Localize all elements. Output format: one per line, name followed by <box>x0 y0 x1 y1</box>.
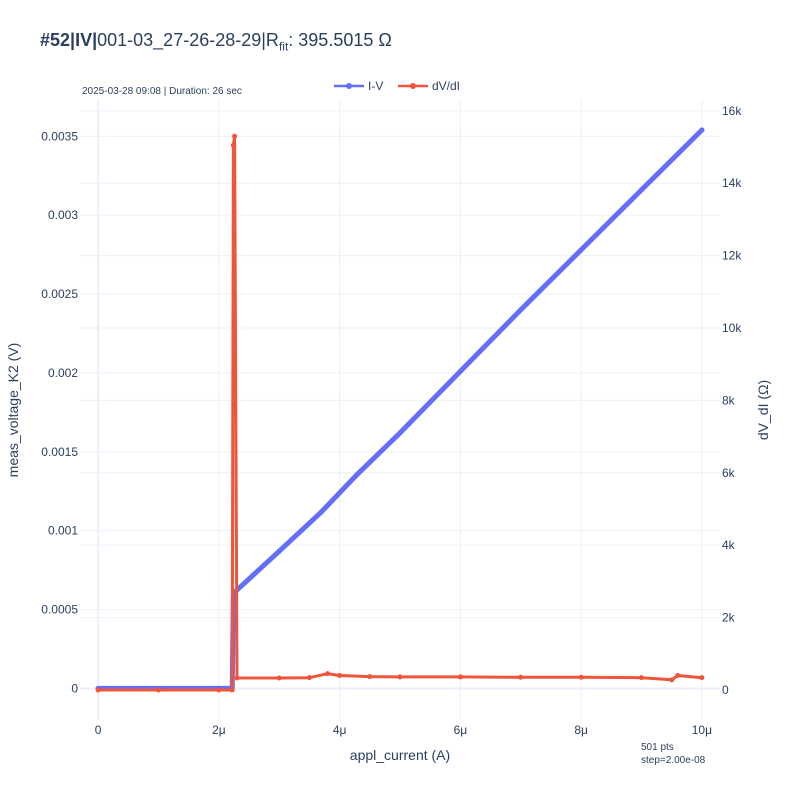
legend: I-V dV/dI <box>334 79 460 93</box>
data-point <box>699 127 704 132</box>
y-tick-label: 0 <box>71 681 78 695</box>
data-point <box>579 247 584 252</box>
y2-tick-label: 16k <box>722 104 742 118</box>
axis-ticks: 0 2μ 4μ 6μ 8μ 10μ 0 0.0005 0.001 0.0015 0.002 0.002… <box>41 104 742 737</box>
y2-tick-label: 6k <box>722 466 736 480</box>
data-point <box>307 675 312 680</box>
data-point <box>518 675 523 680</box>
data-point <box>639 675 644 680</box>
y2-tick-label: 10k <box>722 321 742 335</box>
x-tick-label: 10μ <box>692 723 712 737</box>
plot-series <box>96 127 705 692</box>
data-point <box>699 675 704 680</box>
data-point <box>337 673 342 678</box>
y-tick-label: 0.0005 <box>41 603 78 617</box>
y-tick-label: 0.003 <box>48 208 78 222</box>
data-point <box>277 549 282 554</box>
x-tick-label: 0 <box>95 723 102 737</box>
data-point <box>669 677 674 682</box>
y-tick-label: 0.0015 <box>41 445 78 459</box>
x-tick-label: 2μ <box>212 723 226 737</box>
y2-tick-label: 8k <box>722 393 736 407</box>
legend-marker-0 <box>346 83 352 89</box>
data-point <box>319 509 324 514</box>
y2-tick-label: 12k <box>722 249 742 263</box>
data-point <box>675 673 680 678</box>
data-point <box>234 676 239 681</box>
data-point <box>156 687 161 692</box>
y-tick-label: 0.001 <box>48 524 78 538</box>
data-point <box>398 430 403 435</box>
data-point <box>579 675 584 680</box>
y2-tick-label: 4k <box>722 538 736 552</box>
x-axis-title: appl_current (A) <box>350 747 450 763</box>
y-tick-label: 0.002 <box>48 366 78 380</box>
data-point <box>398 674 403 679</box>
data-point <box>458 674 463 679</box>
data-point <box>231 143 236 148</box>
data-point <box>96 687 101 692</box>
data-point <box>230 687 235 692</box>
x-tick-label: 6μ <box>454 723 468 737</box>
data-point <box>458 369 463 374</box>
y2-axis-title: dV_dI (Ω) <box>755 380 771 440</box>
data-point <box>367 674 372 679</box>
series-line-0 <box>98 130 702 688</box>
legend-label-1: dV/dI <box>432 79 460 93</box>
y2-tick-label: 0 <box>722 683 729 697</box>
data-point <box>639 187 644 192</box>
y-tick-label: 0.0025 <box>41 287 78 301</box>
data-point <box>232 134 237 139</box>
data-point <box>518 307 523 312</box>
legend-marker-1 <box>410 83 416 89</box>
legend-label-0: I-V <box>368 79 383 93</box>
y2-tick-label: 14k <box>722 176 742 190</box>
data-point <box>277 676 282 681</box>
data-point <box>337 490 342 495</box>
data-point <box>216 687 221 692</box>
y2-tick-label: 2k <box>722 611 736 625</box>
x-tick-label: 4μ <box>333 723 347 737</box>
data-point <box>355 471 360 476</box>
data-point <box>325 671 330 676</box>
y-axis-title: meas_voltage_K2 (V) <box>5 343 21 478</box>
x-tick-label: 8μ <box>574 723 588 737</box>
grid-lines <box>80 100 720 720</box>
y-tick-label: 0.0035 <box>41 129 78 143</box>
